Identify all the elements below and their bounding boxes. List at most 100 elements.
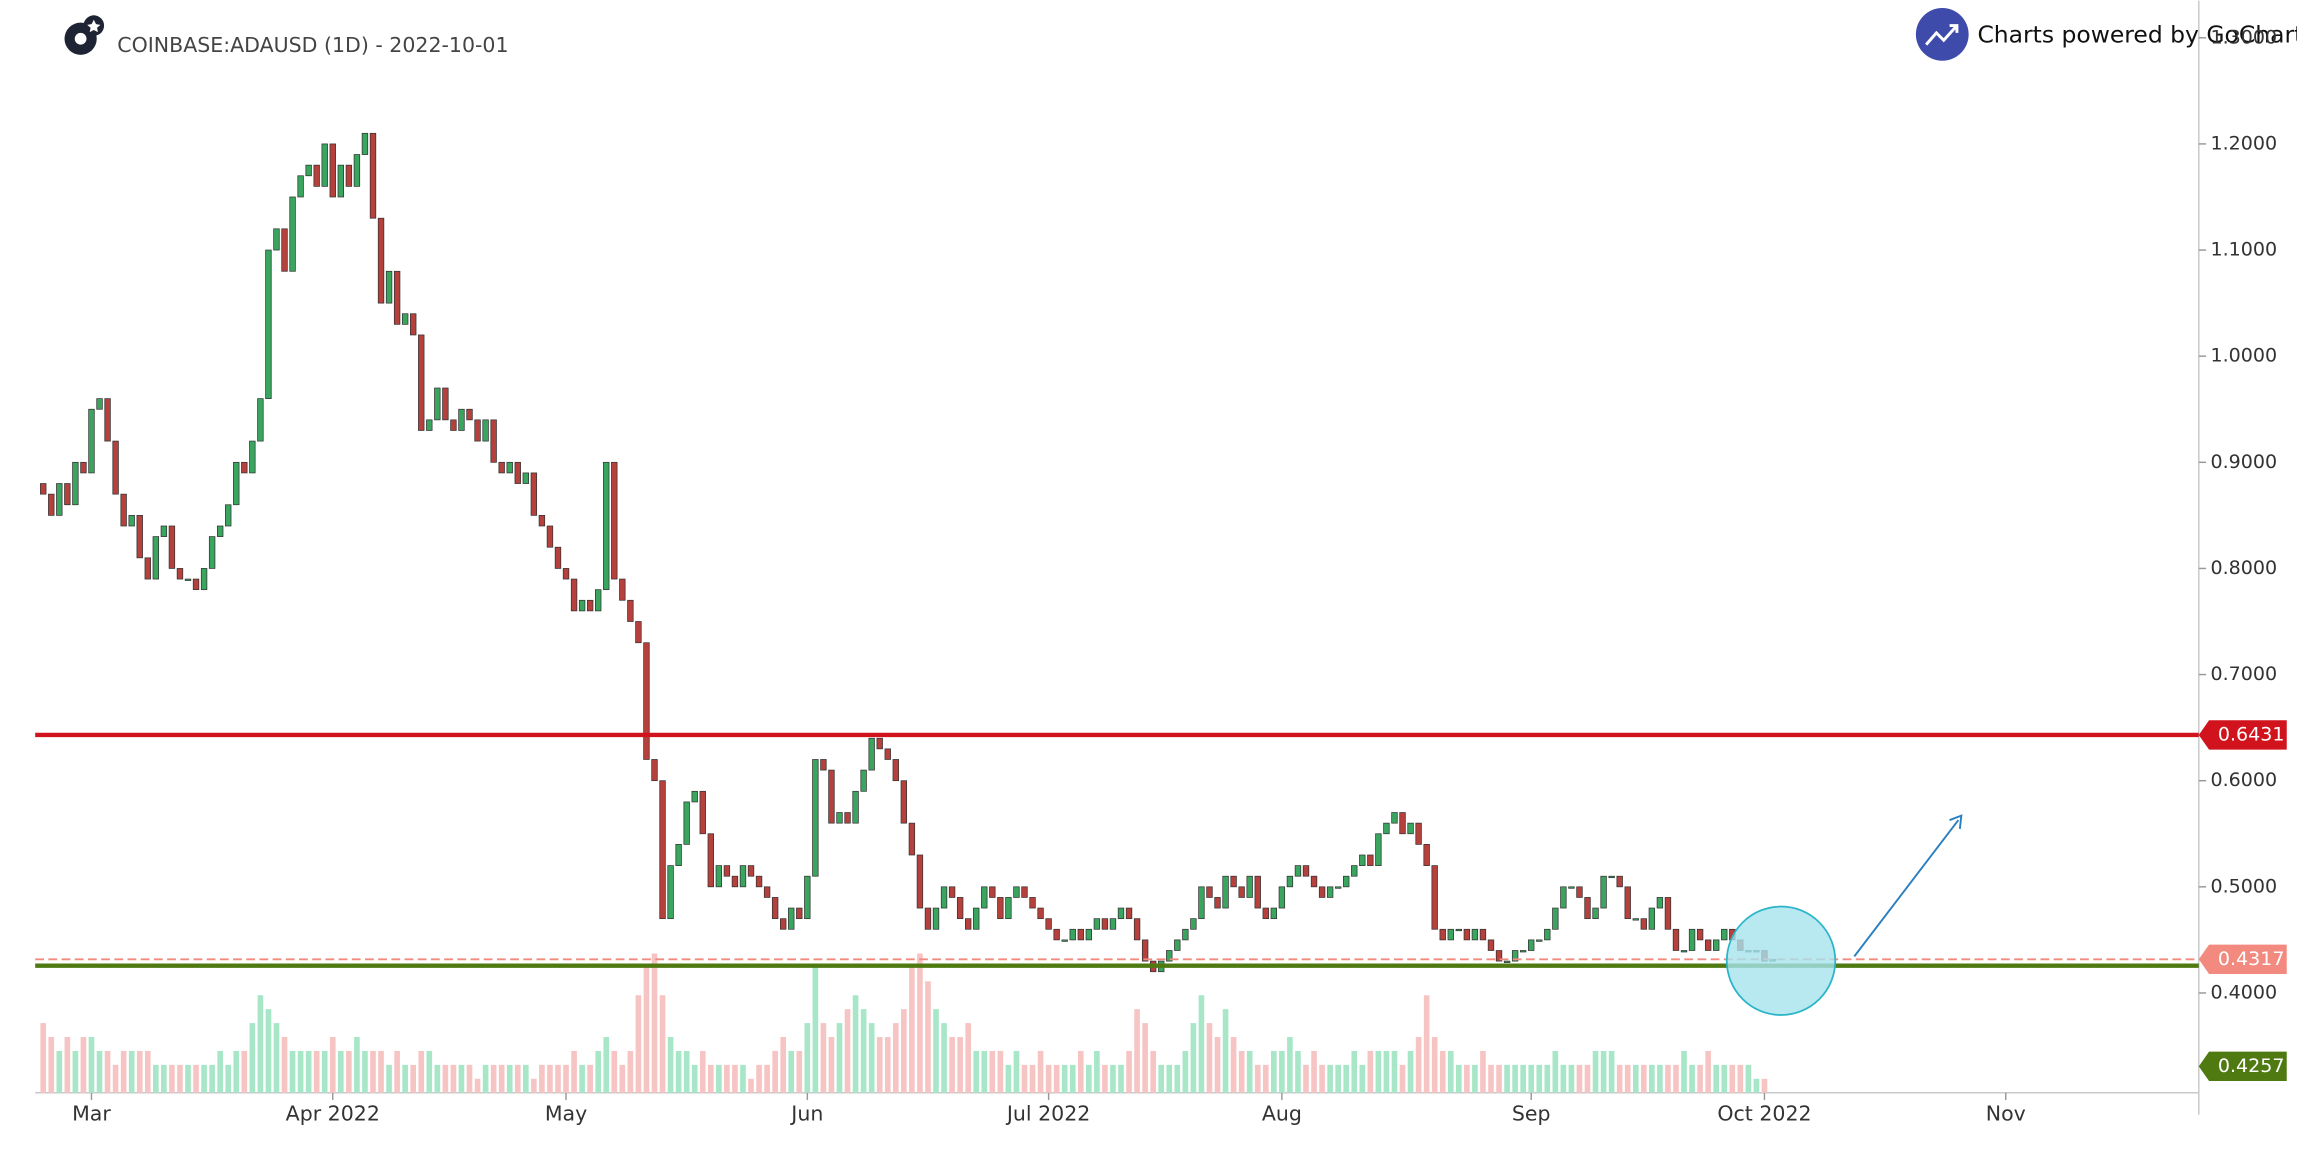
volume-bar [1512,1064,1518,1093]
candle-body [1455,928,1462,932]
volume-bar [80,1037,87,1093]
x-tick-label: Sep [1512,1102,1551,1126]
volume-bar [233,1050,240,1093]
volume-bar [1544,1064,1551,1093]
volume-bar [579,1064,585,1093]
brand-text[interactable]: Charts powered by GoCharting [1977,20,2297,48]
candle-body [916,854,924,909]
candle-body [820,759,827,771]
volume-bar [1303,1064,1309,1093]
volume-bar [772,1050,778,1093]
volume-bar [1021,1064,1028,1093]
volume-bar [386,1064,392,1093]
volume-bar [1665,1064,1671,1093]
volume-bar [506,1064,513,1093]
candle-body [956,897,964,920]
candle-body [1656,897,1664,909]
volume-bar [1126,1050,1132,1093]
candle-body [401,313,409,325]
candle-body [924,907,932,930]
candle-body [554,546,562,569]
volume-bar [909,967,915,1093]
volume-bar [1150,1050,1156,1093]
volume-bar [1102,1064,1108,1093]
candle-body [48,493,55,516]
candle-body [675,844,682,866]
volume-bar [1230,1037,1237,1093]
volume-bar [458,1064,465,1093]
volume-bar [780,1037,787,1093]
candle-body [997,897,1004,920]
volume-bar [394,1050,400,1093]
level-label: 0.6431 [2218,723,2285,745]
volume-bar [659,995,666,1093]
level-label: 0.4257 [2218,1055,2285,1077]
candle-body [659,780,666,920]
volume-bar [941,1023,947,1093]
y-tick-label: 0.9000 [2211,451,2278,473]
x-tick-label: Jun [789,1102,823,1126]
candle-body [1061,939,1068,942]
candle-body [1334,886,1342,889]
candle-body [1214,897,1221,909]
candle-body [707,833,714,888]
volume-bar [1649,1064,1655,1093]
candle-body [1343,875,1350,888]
candle-body [458,408,465,431]
volume-bar [1729,1064,1736,1093]
candle-body [538,515,546,527]
volume-bar [209,1064,215,1093]
volume-bar [1737,1064,1744,1093]
volume-bar [241,1050,248,1093]
candle-body [570,578,578,612]
brand-icon[interactable] [1915,7,1969,61]
volume-bar [426,1050,433,1093]
candle-body [40,483,47,495]
candle-body [1431,865,1438,930]
volume-bar [1190,1023,1197,1093]
volume-bar [217,1050,223,1093]
candle-body [530,472,538,516]
candle-body [1166,950,1173,962]
y-tick-label: 1.0000 [2211,345,2278,367]
volume-bar [1110,1064,1116,1093]
candle-body [1696,928,1704,941]
candle-body [329,143,336,198]
candle-body [1544,928,1551,941]
candle-body [1713,939,1720,951]
candle-body [1270,907,1278,920]
volume-bar [1640,1064,1647,1093]
candle-body [747,865,755,877]
candle-body [490,419,497,463]
candle-body [828,769,835,824]
candle-body [377,217,385,304]
candle-body [699,790,706,835]
y-tick-label: 0.5000 [2211,875,2278,897]
volume-bar [1608,1050,1615,1093]
candle-body [1351,865,1358,877]
volume-bar [1632,1064,1639,1093]
volume-bar [844,1009,851,1093]
volume-bar [1689,1064,1695,1093]
volume-bar [1456,1064,1462,1093]
candle-body [353,154,361,187]
candle-body [989,886,996,898]
trend-arrow-head [1949,814,1963,829]
candle-body [1141,939,1149,962]
candle-body [1487,939,1495,951]
candle-body [876,737,883,750]
candle-body [546,525,554,548]
volume-bar [563,1064,569,1093]
volume-bar [72,1050,79,1093]
volume-bar [1447,1050,1454,1093]
volume-bar [297,1050,304,1093]
candle-body [1721,928,1728,941]
volume-bar [611,1050,618,1093]
candle-body [1552,907,1559,930]
volume-bar [434,1064,441,1093]
candle-body [940,886,948,909]
candle-body [345,164,353,187]
candle-body [1238,886,1245,898]
candle-body [450,419,457,431]
candle-body [1310,875,1318,888]
